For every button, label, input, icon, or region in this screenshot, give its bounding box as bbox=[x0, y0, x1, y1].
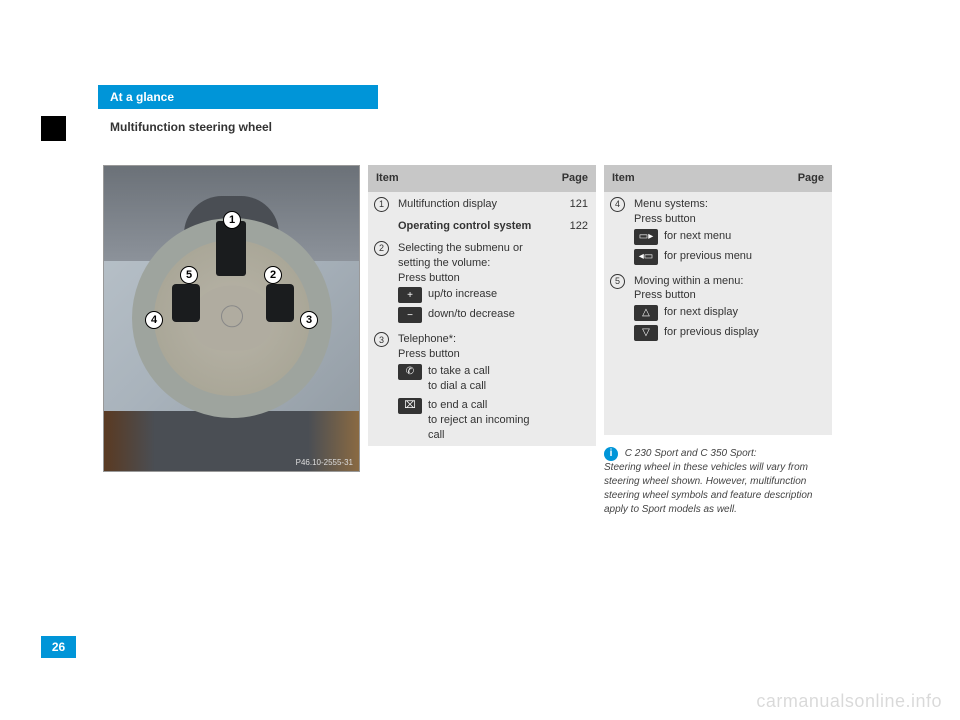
table-row bbox=[604, 345, 832, 435]
row-number-icon: 5 bbox=[610, 274, 625, 289]
callout-1: 1 bbox=[223, 211, 241, 229]
multifunction-display bbox=[216, 221, 246, 276]
plus-icon: + bbox=[398, 287, 422, 303]
row-number-icon: 4 bbox=[610, 197, 625, 212]
row-text: Operating control system bbox=[390, 214, 551, 236]
callout-3: 3 bbox=[300, 311, 318, 329]
page-subtitle: Multifunction steering wheel bbox=[110, 120, 272, 134]
row-number-icon: 2 bbox=[374, 241, 389, 256]
header-band: At a glance bbox=[98, 85, 378, 109]
next-menu-icon: ▭▸ bbox=[634, 229, 658, 245]
table-row: 1 Multifunction display 121 bbox=[368, 192, 596, 214]
callout-2: 2 bbox=[264, 266, 282, 284]
phone-accept-icon: ✆ bbox=[398, 364, 422, 380]
section-marker bbox=[41, 116, 66, 141]
table-row: Operating control system 122 bbox=[368, 214, 596, 236]
phone-end-icon: ⌧ bbox=[398, 398, 422, 414]
steering-wheel-figure: 1 2 3 4 5 P46.10-2555-31 bbox=[103, 165, 360, 472]
page-number: 26 bbox=[41, 636, 76, 658]
row-text: Menu systems: Press button ▭▸for next me… bbox=[626, 192, 787, 269]
row-number-icon: 1 bbox=[374, 197, 389, 212]
row-page: 121 bbox=[551, 192, 596, 214]
row-text: Selecting the submenu or setting the vol… bbox=[390, 236, 551, 328]
info-icon: i bbox=[604, 447, 618, 461]
minus-icon: − bbox=[398, 307, 422, 323]
up-triangle-icon: △ bbox=[634, 305, 658, 321]
header-title: At a glance bbox=[110, 90, 174, 104]
photo-reference: P46.10-2555-31 bbox=[296, 458, 353, 467]
th-item: Item bbox=[368, 165, 551, 192]
mb-star-icon bbox=[221, 305, 243, 327]
reference-table-2: Item Page 4 Menu systems: Press button ▭… bbox=[604, 165, 832, 517]
th-item: Item bbox=[604, 165, 787, 192]
th-page: Page bbox=[787, 165, 832, 192]
callout-5: 5 bbox=[180, 266, 198, 284]
table-row: 3 Telephone*: Press button ✆to take a ca… bbox=[368, 327, 596, 446]
info-lead: C 230 Sport and C 350 Sport: bbox=[625, 448, 757, 459]
table-row: 2 Selecting the submenu or setting the v… bbox=[368, 236, 596, 328]
table-row: 4 Menu systems: Press button ▭▸for next … bbox=[604, 192, 832, 269]
info-body: Steering wheel in these vehicles will va… bbox=[604, 462, 812, 515]
row-page: 122 bbox=[551, 214, 596, 236]
callout-4: 4 bbox=[145, 311, 163, 329]
row-number-icon: 3 bbox=[374, 332, 389, 347]
left-button-pad bbox=[172, 284, 200, 322]
row-text: Multifunction display bbox=[390, 192, 551, 214]
row-text: Telephone*: Press button ✆to take a call… bbox=[390, 327, 551, 446]
row-text: Moving within a menu: Press button △for … bbox=[626, 269, 787, 346]
reference-table-1: Item Page 1 Multifunction display 121 Op… bbox=[368, 165, 596, 517]
watermark: carmanualsonline.info bbox=[756, 691, 942, 712]
content-row: 1 2 3 4 5 P46.10-2555-31 Item Page 1 Mul… bbox=[103, 165, 832, 517]
th-page: Page bbox=[551, 165, 596, 192]
steering-hub bbox=[192, 286, 272, 351]
down-triangle-icon: ▽ bbox=[634, 325, 658, 341]
right-button-pad bbox=[266, 284, 294, 322]
prev-menu-icon: ◂▭ bbox=[634, 249, 658, 265]
info-note: i C 230 Sport and C 350 Sport: Steering … bbox=[604, 447, 832, 517]
table-row: 5 Moving within a menu: Press button △fo… bbox=[604, 269, 832, 346]
